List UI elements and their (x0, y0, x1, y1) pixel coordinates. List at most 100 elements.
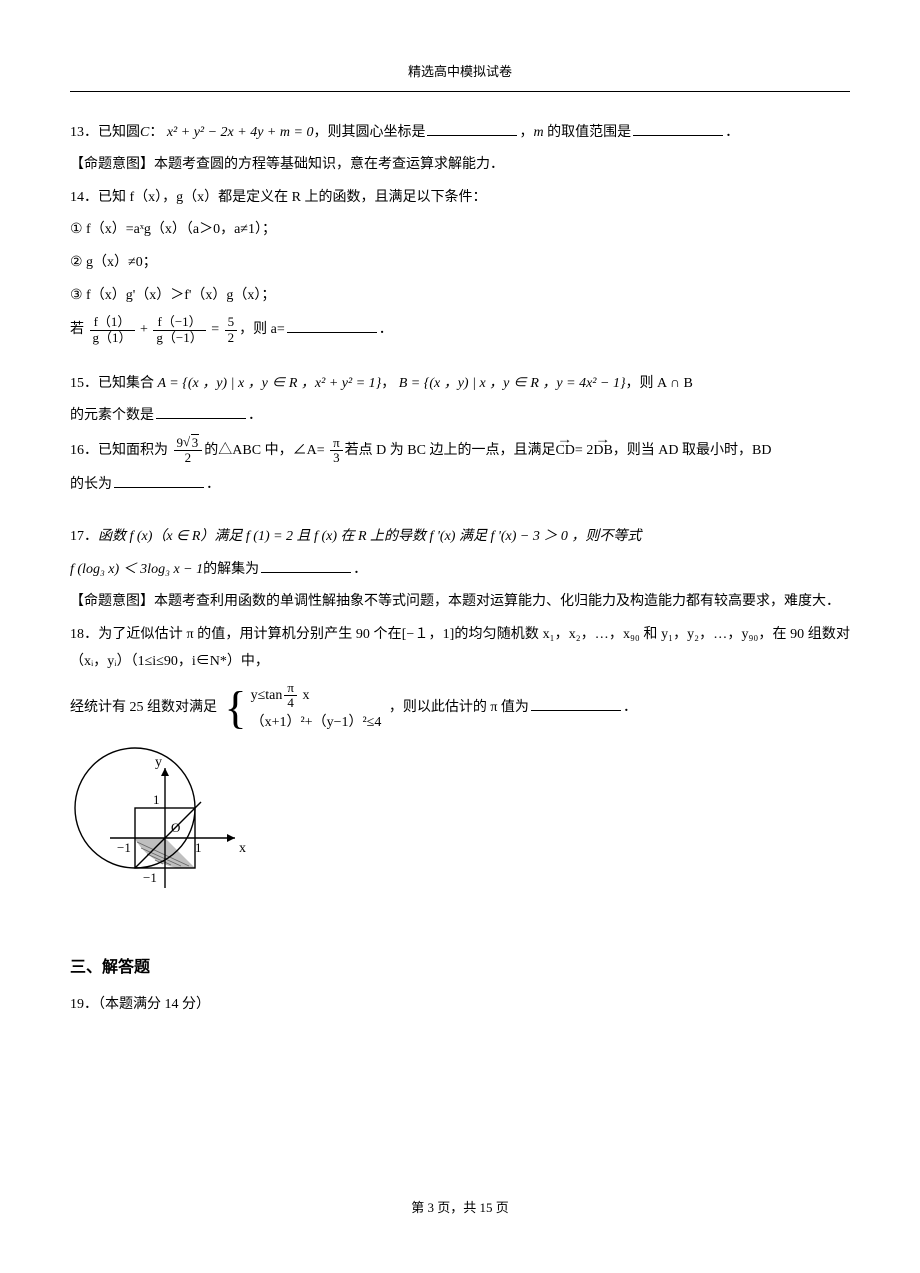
q15-lead: 已知集合 (98, 376, 158, 391)
problem-13-intent: 【命题意图】本题考查圆的方程等基础知识，意在考查运算求解能力． (70, 152, 850, 179)
tick-y1: 1 (153, 792, 160, 807)
q17-text: 函数 f (x)（x ∈ R）满足 f (1) = 2 且 f (x) 在 R … (98, 529, 641, 544)
page-footer: 第 3 页，共 15 页 (0, 1196, 920, 1221)
q13-num: 13． (70, 125, 98, 140)
problem-16: 16．已知面积为 93 2 的△ABC 中，∠A= π3 若点 D 为 BC 边… (70, 436, 850, 466)
footer-total: 15 (480, 1200, 493, 1215)
frac-f1g1: f（1）g（1） (90, 315, 135, 345)
q15-period: ． (248, 408, 262, 423)
blank-17 (261, 559, 351, 573)
section-3-title: 三、解答题 (70, 953, 850, 983)
q19-num: 19． (70, 997, 98, 1012)
problem-14-lead: 14．已知 f（x），g（x）都是定义在 R 上的函数，且满足以下条件： (70, 185, 850, 212)
q13-a: 已知圆 (98, 125, 140, 140)
q13-m: m (533, 125, 543, 140)
problem-15: 15．已知集合 A = {(x ，y) | x ，y ∈ R ，x² + y² … (70, 371, 850, 398)
q18-stat-a: 经统计有 25 组数对满足 (70, 700, 217, 715)
q13-eq: x² + y² − 2x + 4y + m = 0 (167, 125, 314, 140)
problem-17: 17．函数 f (x)（x ∈ R）满足 f (1) = 2 且 f (x) 在… (70, 524, 850, 551)
q17-ineq: f (log₃ x) ＜ 3log₃ x − 1 (70, 562, 203, 577)
q18-lead: 为了近似估计 π 的值，用计算机分别产生 90 个在[−１，1]的均匀随机数 x… (70, 627, 850, 669)
vec-db: DB (593, 438, 612, 465)
q16-num: 16． (70, 443, 98, 458)
footer-a: 第 (411, 1200, 427, 1215)
blank-18 (531, 697, 621, 711)
q14-period: ． (379, 322, 393, 337)
q18-num: 18． (70, 627, 98, 642)
q14-c3: ③ f（x）g'（x）＞f'（x）g（x）； (70, 288, 275, 303)
q16-lead: 已知面积为 (98, 443, 168, 458)
axis-x-label: x (239, 841, 246, 856)
problem-14-c3: ③ f（x）g'（x）＞f'（x）g（x）； (70, 283, 850, 310)
system-brace: { y≤tanπ4 x （x+1）²+（y−1）²≤4 (225, 681, 382, 734)
frac-angle: π3 (330, 436, 343, 466)
frac-area: 93 2 (174, 436, 203, 466)
tick-xm1: −1 (117, 840, 131, 855)
q17-period: ． (353, 562, 367, 577)
origin-label: O (171, 820, 180, 835)
problem-16-line2: 的长为 ． (70, 472, 850, 499)
blank-13a (427, 122, 517, 136)
q14-plus: + (140, 322, 148, 337)
q14-ruo: 若 (70, 322, 84, 337)
sys-line2: （x+1）²+（y−1）²≤4 (251, 715, 382, 730)
page-header: 精选高中模拟试卷 (70, 60, 850, 92)
problem-19: 19．（本题满分 14 分） (70, 992, 850, 1019)
q15-B: B = {(x ，y) | x ，y ∈ R ，y = 4x² − 1} (399, 376, 626, 391)
problem-14-c1: ① f（x）=aˣg（x）（a＞0，a≠1）； (70, 217, 850, 244)
q17-num: 17． (70, 529, 98, 544)
figure-18: y x O 1 1 −1 −1 (70, 743, 850, 924)
q13-c: ， (519, 125, 533, 140)
problem-13: 13．已知圆C： x² + y² − 2x + 4y + m = 0，则其圆心坐… (70, 120, 850, 147)
q17-tail: 的解集为 (203, 562, 259, 577)
q13-colon: ： (149, 125, 163, 140)
problem-14-tail: 若 f（1）g（1） + f（−1）g（−1） = 52 ，则 a= ． (70, 315, 850, 345)
frac-fm1gm1: f（−1）g（−1） (153, 315, 205, 345)
footer-b: 页，共 (434, 1200, 480, 1215)
q15-A: A = {(x ，y) | x ，y ∈ R ，x² + y² = 1} (158, 376, 382, 391)
q18-stat-b: ，则以此估计的 π 值为 (389, 700, 529, 715)
q16-mid3: ，则当 AD 取最小时，BD (613, 443, 772, 458)
tick-x1: 1 (195, 840, 202, 855)
q13-C: C (140, 125, 149, 140)
q17-intent: 【命题意图】本题考查利用函数的单调性解抽象不等式问题，本题对运算能力、化归能力及… (70, 594, 840, 609)
vec-cd: CD (555, 438, 574, 465)
q15-num: 15． (70, 376, 98, 391)
q14-num: 14． (70, 190, 98, 205)
q18-period: ． (623, 700, 637, 715)
q15-line2: 的元素个数是 (70, 408, 154, 423)
problem-17-intent: 【命题意图】本题考查利用函数的单调性解抽象不等式问题，本题对运算能力、化归能力及… (70, 589, 850, 616)
q14-lead: 已知 f（x），g（x）都是定义在 R 上的函数，且满足以下条件： (98, 190, 487, 205)
q16-line2: 的长为 (70, 477, 112, 492)
q16-mid1: 的△ABC 中，∠A= (204, 443, 324, 458)
q16-period: ． (206, 477, 220, 492)
q15-tail: ，则 A ∩ B (626, 376, 693, 391)
q15-comma: ， (381, 376, 395, 391)
q14-tail: ，则 a= (239, 322, 285, 337)
blank-16 (114, 474, 204, 488)
problem-18-stat: 经统计有 25 组数对满足 { y≤tanπ4 x （x+1）²+（y−1）²≤… (70, 681, 850, 734)
q16-mid2: 若点 D 为 BC 边上的一点，且满足 (345, 443, 556, 458)
q14-eq: = (211, 322, 219, 337)
brace-icon: { (225, 685, 247, 731)
q14-c2: ② g（x）≠0； (70, 255, 157, 270)
figure-18-svg: y x O 1 1 −1 −1 (70, 743, 260, 913)
blank-13b (633, 122, 723, 136)
blank-15 (156, 405, 246, 419)
header-title: 精选高中模拟试卷 (408, 64, 512, 79)
sys-line1: y≤tanπ4 x (251, 688, 310, 703)
section-3-title-text: 三、解答题 (70, 959, 150, 976)
blank-14 (287, 319, 377, 333)
problem-14-c2: ② g（x）≠0； (70, 250, 850, 277)
q19-text: （本题满分 14 分） (98, 997, 210, 1012)
q13-d: 的取值范围是 (544, 125, 632, 140)
tick-ym1: −1 (143, 870, 157, 885)
problem-15-line2: 的元素个数是 ． (70, 403, 850, 430)
q13-intent: 【命题意图】本题考查圆的方程等基础知识，意在考查运算求解能力． (70, 157, 504, 172)
footer-c: 页 (493, 1200, 509, 1215)
frac-52: 52 (225, 315, 238, 345)
axis-y-label: y (155, 755, 162, 770)
q14-c1: ① f（x）=aˣg（x）（a＞0，a≠1）； (70, 222, 276, 237)
problem-18: 18．为了近似估计 π 的值，用计算机分别产生 90 个在[−１，1]的均匀随机… (70, 622, 850, 675)
q13-b: ，则其圆心坐标是 (313, 125, 425, 140)
